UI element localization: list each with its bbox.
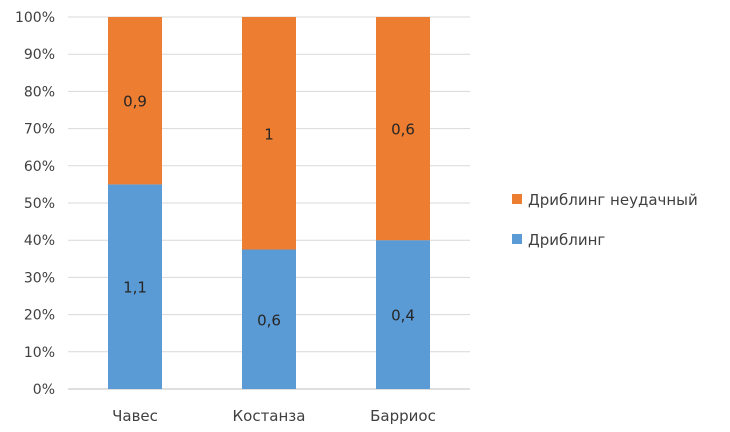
y-tick-label: 10% <box>24 345 55 361</box>
x-category-label: Чавес <box>112 407 158 425</box>
y-tick-label: 30% <box>24 270 55 286</box>
x-category-label: Костанза <box>233 407 306 425</box>
data-label: 1 <box>264 125 274 143</box>
y-tick-label: 70% <box>24 122 55 138</box>
data-label: 1,1 <box>123 279 147 297</box>
y-tick-label: 80% <box>24 84 55 100</box>
y-tick-label: 20% <box>24 308 55 324</box>
bar-segment <box>376 240 430 389</box>
data-label: 0,6 <box>257 311 281 329</box>
x-category-label: Барриос <box>370 407 436 425</box>
data-label: 0,6 <box>391 121 415 139</box>
legend-label: Дриблинг <box>528 231 605 249</box>
y-tick-label: 0% <box>33 382 55 398</box>
data-label: 0,4 <box>391 307 415 325</box>
legend-swatch <box>512 234 522 244</box>
y-axis-ticks: 0% 10% 20% 30% 40% 50% 60% 70% 80% 90% 100% <box>15 10 55 398</box>
y-tick-label: 40% <box>24 233 55 249</box>
data-label: 0,9 <box>123 93 147 111</box>
bars <box>108 17 430 389</box>
legend-label: Дриблинг неудачный <box>528 191 698 209</box>
y-tick-label: 60% <box>24 159 55 175</box>
bar-segment <box>376 17 430 241</box>
data-labels: 1,1 0,9 0,6 1 0,4 0,6 <box>123 93 415 330</box>
bar-segment <box>108 17 162 185</box>
bar-segment <box>242 249 296 389</box>
x-axis-categories: Чавес Костанза Барриос <box>112 407 436 425</box>
y-tick-label: 50% <box>24 196 55 212</box>
legend: Дриблинг неудачный Дриблинг <box>512 191 698 249</box>
bar-segment <box>108 184 162 389</box>
bar-segment <box>242 17 296 250</box>
y-tick-label: 90% <box>24 47 55 63</box>
y-tick-label: 100% <box>15 10 55 26</box>
legend-swatch <box>512 194 522 204</box>
